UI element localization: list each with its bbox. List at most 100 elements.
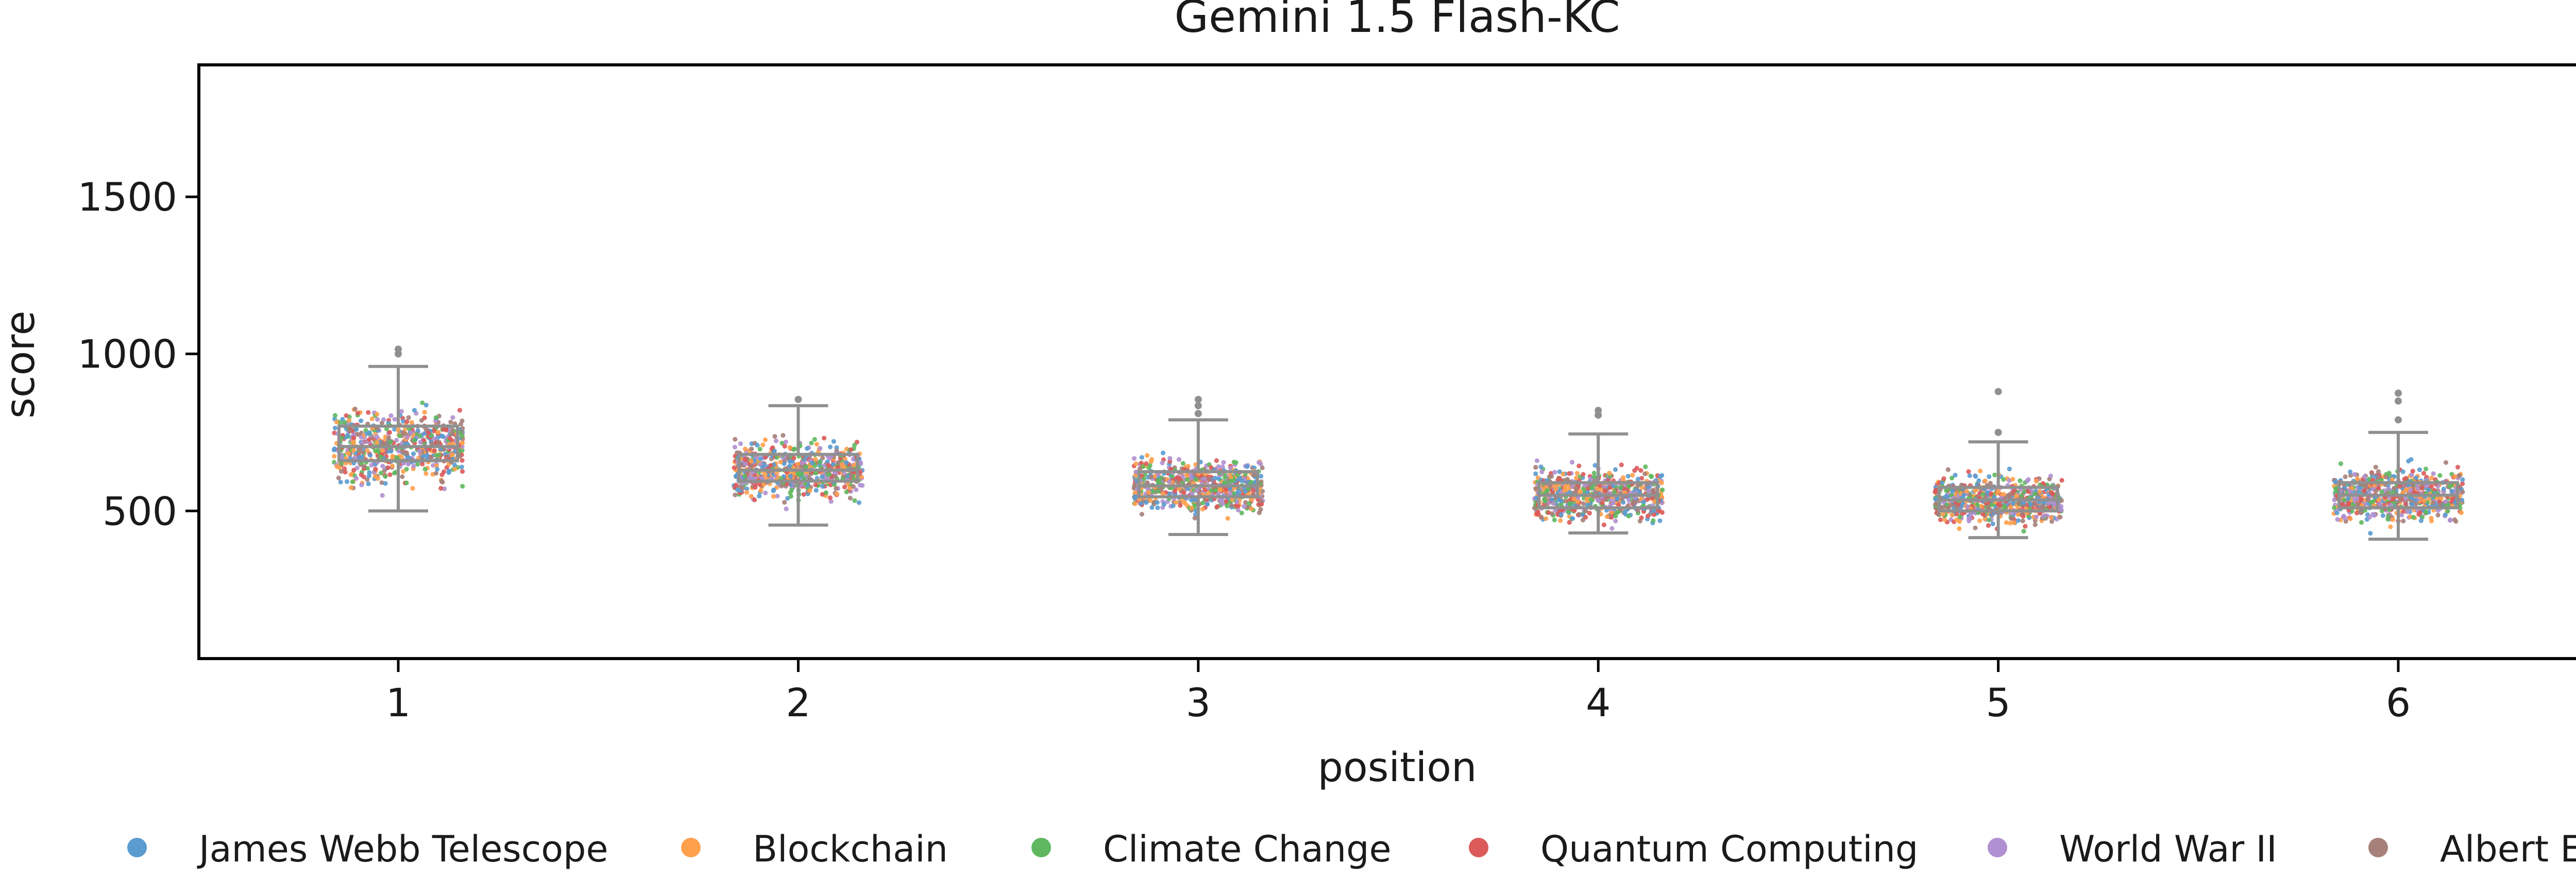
data-point (812, 437, 817, 442)
data-point (412, 408, 417, 413)
data-point (389, 463, 395, 469)
data-point (1613, 513, 1618, 519)
data-point (2431, 500, 2436, 505)
data-point (2380, 513, 2386, 518)
data-point (1221, 460, 1226, 465)
data-point (410, 486, 415, 491)
data-point (1567, 520, 1572, 525)
data-point (2007, 492, 2012, 497)
data-point (359, 435, 364, 440)
data-point (2448, 517, 2453, 523)
data-point (1574, 471, 1580, 476)
data-point (2410, 502, 2415, 507)
data-point (423, 403, 429, 408)
x-tick-label: 3 (1186, 680, 1211, 726)
data-point (744, 486, 750, 491)
data-point (2009, 516, 2014, 521)
data-point (1544, 516, 1549, 521)
data-point (2346, 502, 2351, 507)
data-point (1193, 512, 1198, 517)
data-point (1156, 478, 1161, 483)
data-point (1193, 477, 1198, 482)
data-point (1581, 472, 1586, 477)
data-point (1570, 516, 1575, 521)
data-point (2429, 484, 2434, 489)
outlier-point (1194, 410, 1202, 418)
data-point (380, 493, 385, 498)
data-point (2362, 474, 2367, 479)
data-point (450, 452, 455, 457)
legend-label: James Webb Telescope (197, 828, 608, 870)
data-point (444, 427, 449, 433)
data-point (743, 461, 748, 467)
data-point (397, 433, 402, 439)
data-point (1194, 488, 1199, 493)
data-point (2443, 460, 2449, 465)
data-point (2415, 486, 2420, 491)
data-point (800, 460, 805, 465)
data-point (1184, 473, 1190, 478)
data-point (1601, 522, 1606, 527)
data-point (1646, 485, 1651, 490)
data-point (1961, 493, 1967, 498)
data-point (348, 472, 353, 477)
data-point (1635, 508, 1640, 513)
data-point (1616, 509, 1621, 514)
data-point (848, 495, 853, 501)
data-point (755, 443, 760, 448)
data-point (2041, 513, 2046, 519)
data-point (372, 448, 378, 454)
data-point (439, 478, 444, 484)
data-point (831, 439, 836, 444)
data-point (1987, 474, 1992, 479)
data-point (2373, 464, 2378, 470)
data-point (351, 435, 357, 441)
data-point (450, 415, 455, 420)
data-point (1558, 518, 1563, 523)
data-point (744, 490, 750, 495)
data-point (2359, 520, 2364, 525)
data-point (1979, 504, 1984, 509)
data-point (2418, 518, 2424, 523)
data-point (1589, 486, 1595, 491)
data-point (1539, 515, 1544, 520)
data-point (2431, 471, 2436, 476)
data-point (757, 482, 762, 487)
data-point (2058, 514, 2063, 520)
data-point (432, 448, 437, 453)
data-point (1989, 502, 1994, 507)
data-point (400, 448, 405, 454)
data-point (1144, 461, 1149, 467)
data-point (1942, 517, 1947, 522)
data-point (409, 430, 414, 436)
data-point (1973, 525, 1978, 530)
data-point (1986, 523, 1991, 528)
data-point (1957, 514, 1962, 520)
data-point (1132, 490, 1138, 495)
data-point (1618, 485, 1623, 490)
data-point (1161, 502, 1167, 507)
data-point (338, 469, 344, 474)
data-point (761, 482, 766, 487)
data-point (2348, 469, 2353, 475)
data-point (1612, 489, 1617, 494)
data-point (439, 472, 445, 477)
legend-item: Blockchain (681, 828, 948, 870)
data-point (2377, 501, 2382, 507)
data-point (1592, 474, 1597, 479)
data-point (734, 482, 739, 488)
data-point (2392, 486, 2397, 491)
data-point (831, 462, 836, 467)
data-point (834, 486, 839, 491)
data-point (2460, 489, 2465, 494)
data-point (1933, 502, 1938, 507)
data-point (733, 473, 739, 479)
data-point (2397, 498, 2402, 503)
data-point (2435, 512, 2441, 517)
data-point (1658, 474, 1663, 479)
data-point (771, 487, 776, 493)
data-point (1573, 475, 1579, 481)
data-point (732, 444, 737, 450)
box-plot-position-2 (737, 395, 859, 527)
data-point (762, 437, 768, 442)
